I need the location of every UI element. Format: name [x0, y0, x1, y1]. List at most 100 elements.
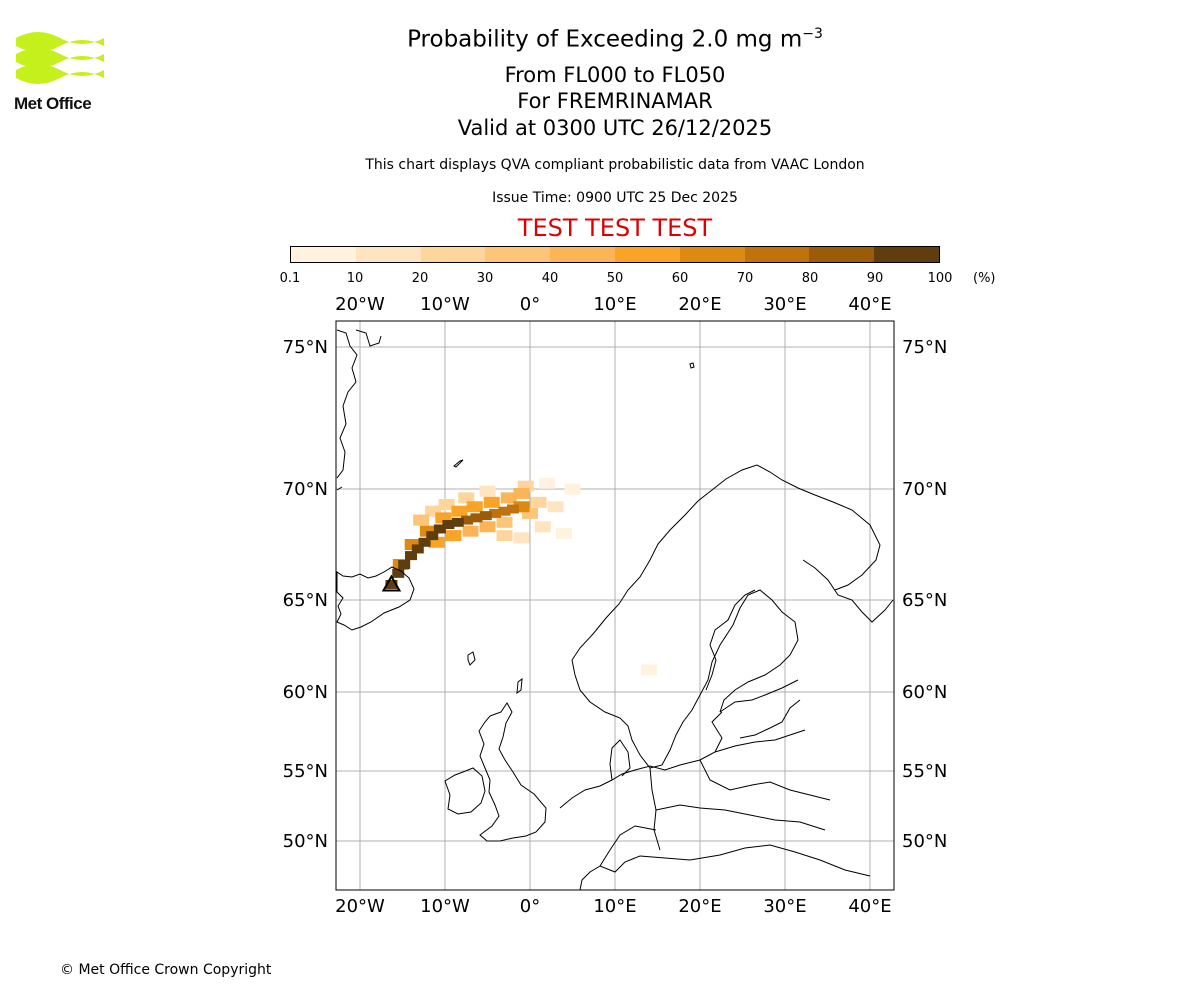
- ash-plume: [381, 477, 657, 676]
- plume-cell: [466, 501, 483, 513]
- axis-tick-label: 20°W: [335, 294, 385, 315]
- plume-cell: [507, 504, 519, 514]
- event-name: For FREMRINAMAR: [517, 89, 713, 113]
- axis-tick-label: 20°E: [678, 896, 721, 917]
- colorbar-tick-label: 60: [671, 271, 689, 286]
- axis-tick-label: 55°N: [283, 761, 328, 782]
- colorbar-tick-label: 0.1: [279, 271, 301, 286]
- plume-cell: [530, 496, 547, 508]
- plume-cell: [428, 536, 445, 548]
- axis-tick-label: 20°W: [335, 896, 385, 917]
- axis-tick-label: 70°N: [902, 479, 947, 500]
- coast-kola: [802, 559, 894, 623]
- coast-ireland: [444, 767, 486, 815]
- axis-tick-label: 55°N: [902, 761, 947, 782]
- axis-tick-label: 10°W: [420, 294, 470, 315]
- coast-bear-island: [689, 362, 695, 369]
- colorbar-segment: [679, 247, 745, 262]
- volcano-marker: [381, 574, 402, 592]
- plume-cell: [483, 496, 500, 508]
- plume-cell: [451, 505, 468, 517]
- plume-cell: [479, 521, 496, 533]
- plume-cell: [398, 559, 411, 569]
- title-exponent: −3: [802, 26, 823, 42]
- plume-cell: [498, 506, 511, 516]
- plume-cell: [385, 579, 398, 589]
- plume-cell: [411, 544, 424, 554]
- plume-cell: [513, 487, 530, 499]
- coast-great-britain: [478, 702, 547, 842]
- axis-tick-label: 0°: [520, 896, 540, 917]
- colorbar-tick-label: 50: [606, 271, 624, 286]
- plume-cell: [564, 483, 581, 495]
- plume-cell: [392, 568, 405, 578]
- chart-title: Probability of Exceeding 2.0 mg m−3: [0, 26, 1200, 53]
- coast-jan-mayen: [453, 459, 464, 468]
- coast-denmark: [609, 739, 631, 781]
- map-frame: [335, 320, 895, 891]
- axis-tick-label: 10°E: [593, 896, 636, 917]
- plume-cell: [462, 525, 479, 537]
- axis-tick-label: 60°N: [283, 682, 328, 703]
- colorbar-tick-label: 40: [541, 271, 559, 286]
- plume-cell: [470, 513, 483, 523]
- colorbar-segment: [485, 247, 551, 262]
- colorbar-unit: (%): [973, 271, 996, 286]
- plume-cell: [458, 492, 475, 504]
- axis-tick-label: 65°N: [283, 590, 328, 611]
- plume-cell: [496, 516, 513, 528]
- plume-cell: [513, 532, 530, 544]
- coast-shetland: [516, 677, 523, 695]
- colorbar-tick-label: 30: [476, 271, 494, 286]
- colorbar-segment: [809, 247, 875, 262]
- axis-tick-label: 30°E: [763, 294, 806, 315]
- plume-cell: [496, 530, 513, 542]
- colorbar-tick-label: 20: [411, 271, 429, 286]
- coast-finland: [705, 589, 799, 713]
- coast-scandinavia: [571, 464, 881, 769]
- plume-cell: [405, 551, 417, 561]
- axis-tick-label: 0°: [520, 294, 540, 315]
- plume-cell: [438, 499, 455, 511]
- plume-cell: [451, 517, 464, 527]
- axis-tick-label: 30°E: [763, 896, 806, 917]
- plume-cell: [479, 511, 492, 521]
- colorbar-tick-label: 80: [801, 271, 819, 286]
- axis-tick-label: 40°E: [848, 896, 891, 917]
- plume-cell: [489, 508, 502, 518]
- colorbar-segment: [550, 247, 615, 262]
- met-office-logo: Met Office: [14, 30, 106, 113]
- flight-level-range: From FL000 to FL050: [504, 63, 726, 87]
- coast-faroe: [467, 651, 476, 666]
- country-borders: [599, 699, 871, 877]
- valid-time: Valid at 0300 UTC 26/12/2025: [457, 116, 773, 140]
- colorbar-segment: [355, 247, 421, 262]
- copyright-notice: © Met Office Crown Copyright: [60, 962, 272, 978]
- plume-cell: [547, 501, 564, 513]
- plume-cell: [442, 520, 455, 530]
- plume-cell: [641, 664, 657, 676]
- met-office-waves-icon: [16, 32, 104, 84]
- plume-cell: [461, 515, 474, 525]
- plume-cell: [445, 530, 462, 542]
- axis-tick-label: 40°E: [848, 294, 891, 315]
- plume-cell: [556, 527, 572, 539]
- chart-description: This chart displays QVA compliant probab…: [365, 157, 865, 173]
- colorbar-tick-label: 100: [927, 271, 953, 286]
- coast-iceland: [336, 566, 415, 631]
- colorbar-segment: [291, 247, 356, 262]
- plume-cell: [435, 512, 452, 524]
- axis-tick-label: 75°N: [902, 337, 947, 358]
- colorbar-segment: [614, 247, 680, 262]
- coastlines: [336, 329, 894, 891]
- axis-tick-label: 10°E: [593, 294, 636, 315]
- logo-text: Met Office: [14, 94, 92, 113]
- map-axis-labels: 20°W 20°W 10°W 10°W 0° 0° 10°E 10°E 20°E 20°E 30°E…: [283, 294, 948, 917]
- plume-cell: [426, 531, 439, 541]
- plume-cell: [425, 505, 442, 517]
- coast-greenland: [336, 329, 382, 491]
- axis-tick-label: 70°N: [283, 479, 328, 500]
- plume-cell: [517, 480, 534, 492]
- axis-tick-label: 65°N: [902, 590, 947, 611]
